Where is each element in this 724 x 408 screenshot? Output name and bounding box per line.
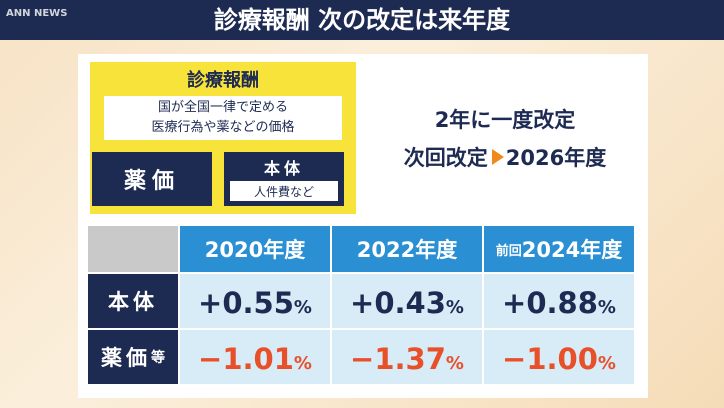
- value-cell: +0.88%: [484, 274, 634, 328]
- box-left: 薬価: [92, 152, 212, 206]
- desc-line: 医療行為や薬などの価格: [151, 120, 295, 135]
- value: −1.00: [502, 342, 598, 376]
- logo: ANN NEWS: [6, 8, 68, 19]
- row-label: 本体: [108, 290, 158, 314]
- desc-line: 国が全国一律で定める: [157, 100, 288, 115]
- value-cell: +0.43%: [332, 274, 482, 328]
- value: −1.01: [198, 342, 294, 376]
- column-header: 2022年度: [332, 226, 482, 272]
- summary-value: 2026年度: [505, 146, 607, 170]
- summary-line2: 次回改定 2026年度: [360, 140, 650, 174]
- corner-cell: [88, 226, 178, 272]
- column-prefix: 前回: [495, 243, 522, 259]
- header-title: 診療報酬 次の改定は来年度: [0, 0, 724, 40]
- definition-box: 診療報酬 国が全国一律で定める 医療行為や薬などの価格 薬価 本体 人件費など: [90, 62, 356, 214]
- summary-line1: 2年に一度改定: [434, 108, 576, 132]
- value: −1.37: [350, 342, 446, 376]
- value: +0.88: [502, 286, 598, 320]
- row-label: 薬価: [101, 346, 151, 370]
- box-right: 本体 人件費など: [224, 152, 344, 206]
- arrow: [491, 149, 504, 165]
- box-title: 診療報酬: [187, 70, 259, 91]
- value-cell: −1.37%: [332, 330, 482, 384]
- column-header: 前回 2024年度: [484, 226, 634, 272]
- unit: %: [445, 353, 464, 374]
- box-right-sub: 人件費など: [230, 181, 338, 201]
- unit: %: [597, 353, 616, 374]
- unit: %: [445, 297, 464, 318]
- row-suffix: 等: [151, 350, 165, 366]
- box-description: 国が全国一律で定める 医療行為や薬などの価格: [104, 96, 342, 140]
- value: +0.43: [350, 286, 446, 320]
- summary-prefix: 次回改定: [403, 146, 488, 170]
- value-cell: +0.55%: [180, 274, 330, 328]
- value: +0.55: [198, 286, 294, 320]
- column-label: 2022年度: [356, 238, 458, 262]
- unit: %: [293, 353, 312, 374]
- box-right-label: 本体: [263, 159, 304, 178]
- value-cell: −1.01%: [180, 330, 330, 384]
- row-header: 薬価等: [88, 330, 178, 384]
- row-header: 本体: [88, 274, 178, 328]
- column-header: 2020年度: [180, 226, 330, 272]
- value-cell: −1.00%: [484, 330, 634, 384]
- column-label: 2020年度: [204, 238, 306, 262]
- unit: %: [597, 297, 616, 318]
- unit: %: [293, 297, 312, 318]
- column-label: 2024年度: [521, 238, 623, 262]
